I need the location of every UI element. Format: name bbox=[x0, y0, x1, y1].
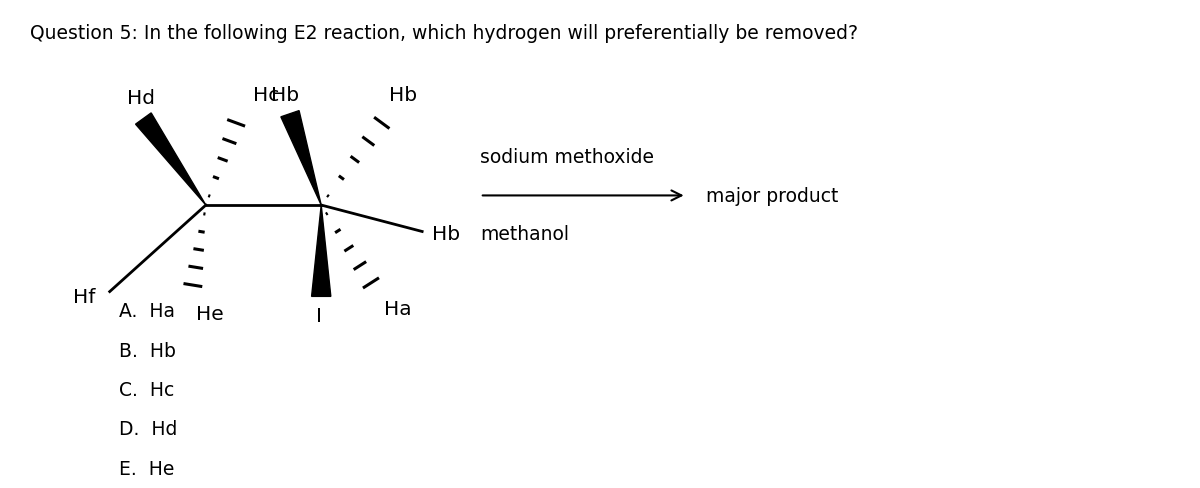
Text: Hb: Hb bbox=[432, 225, 460, 244]
Text: He: He bbox=[197, 304, 224, 323]
Text: Hf: Hf bbox=[73, 287, 95, 306]
Text: sodium methoxide: sodium methoxide bbox=[480, 148, 654, 167]
Text: C.  Hc: C. Hc bbox=[119, 380, 174, 399]
Text: methanol: methanol bbox=[480, 225, 569, 244]
Text: E.  He: E. He bbox=[119, 459, 175, 478]
Text: D.  Hd: D. Hd bbox=[119, 420, 178, 439]
Text: A.  Ha: A. Ha bbox=[119, 302, 175, 321]
Text: Question 5: In the following E2 reaction, which hydrogen will preferentially be : Question 5: In the following E2 reaction… bbox=[30, 24, 858, 43]
Text: Hb: Hb bbox=[271, 86, 299, 105]
Text: Hc: Hc bbox=[253, 86, 280, 105]
Text: Hb: Hb bbox=[389, 86, 416, 105]
Text: Ha: Ha bbox=[384, 299, 412, 318]
Text: B.  Hb: B. Hb bbox=[119, 341, 176, 360]
Polygon shape bbox=[312, 205, 331, 297]
Text: major product: major product bbox=[706, 186, 838, 205]
Text: I: I bbox=[316, 306, 322, 325]
Text: Hd: Hd bbox=[127, 88, 155, 107]
Polygon shape bbox=[281, 111, 322, 205]
Polygon shape bbox=[136, 114, 206, 205]
